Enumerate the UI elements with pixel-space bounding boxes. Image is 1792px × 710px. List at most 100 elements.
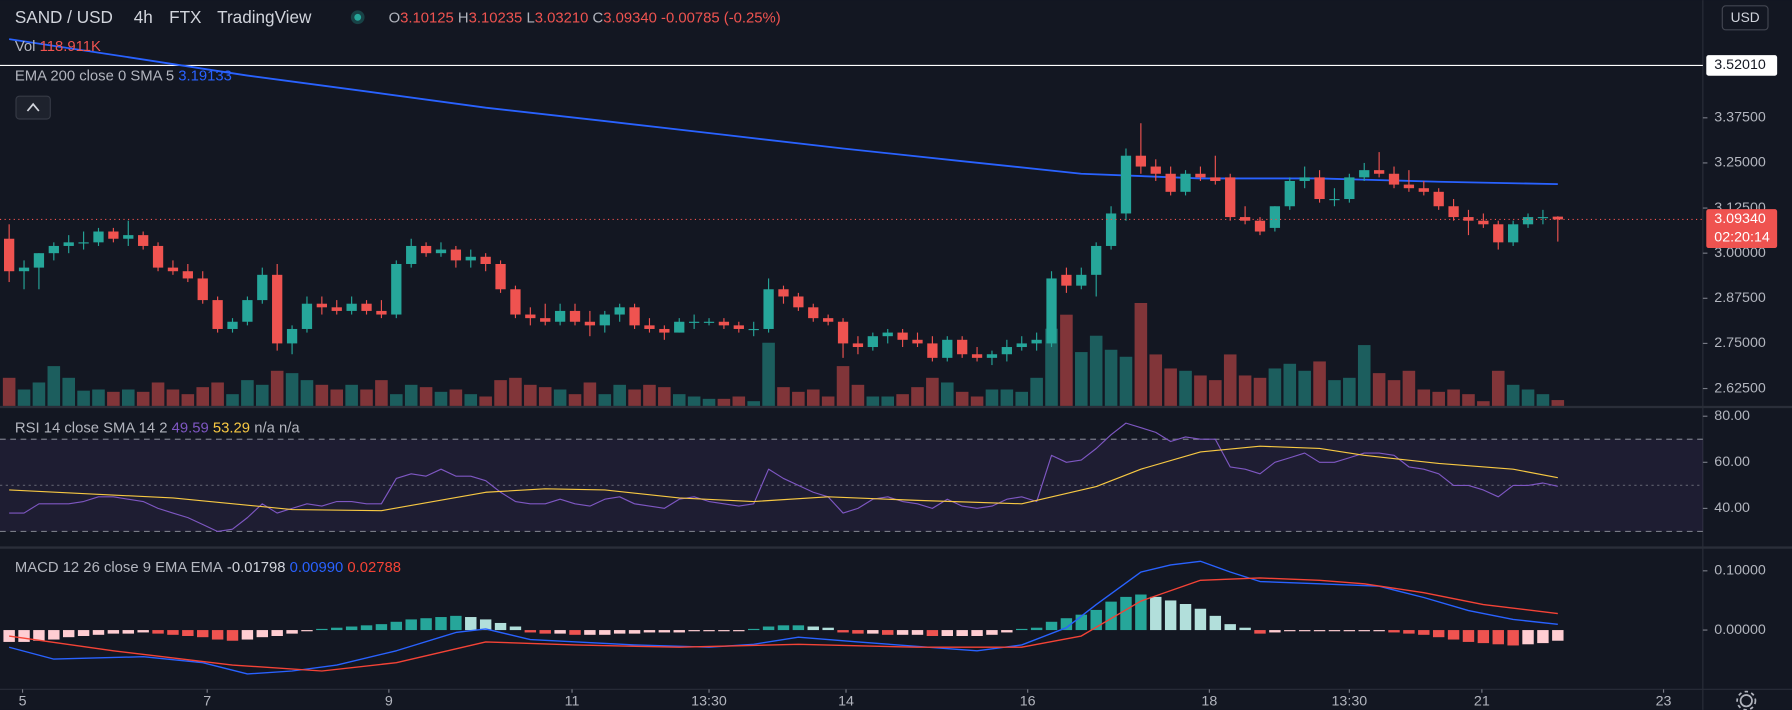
volume-bar: [1179, 370, 1192, 406]
y-tick-label: 40.00: [1714, 500, 1750, 516]
histogram-bar: [1060, 618, 1073, 631]
candle-body: [435, 249, 447, 254]
histogram-bar: [1150, 596, 1162, 631]
candle-body: [450, 249, 462, 261]
histogram-bar: [494, 622, 507, 631]
candle-body: [1269, 206, 1281, 228]
candle-body: [18, 267, 30, 272]
volume-bar: [375, 380, 388, 406]
candle-body: [793, 296, 804, 308]
volume-bar: [77, 390, 90, 406]
volume-bar: [449, 389, 463, 406]
currency-button[interactable]: USD: [1721, 5, 1769, 31]
volume-bar: [598, 394, 612, 406]
rsi-sma-value: 53.29: [213, 421, 250, 437]
histogram-bar: [450, 615, 462, 631]
ema-value: 3.19133: [178, 69, 232, 85]
volume-bar: [583, 382, 597, 406]
plot-area: 3.375003.250003.125003.000002.875002.750…: [0, 38, 1778, 710]
candle-body: [629, 307, 640, 326]
histogram-bar: [643, 630, 656, 633]
candle-body: [1076, 274, 1087, 286]
ohlc-key: L: [526, 10, 534, 26]
collapse-button[interactable]: [15, 95, 51, 120]
candle-body: [1388, 173, 1400, 185]
candle-body: [1091, 245, 1102, 275]
histogram-bar: [1075, 614, 1088, 631]
histogram-bar: [703, 630, 715, 632]
volume-bar: [315, 384, 329, 406]
candle-body: [1254, 220, 1266, 232]
candle-body: [257, 274, 268, 301]
histogram-bar: [479, 619, 492, 631]
histogram-bar: [360, 625, 373, 631]
countdown: 02:20:14: [1714, 230, 1770, 246]
volume-value: 118.911K: [40, 39, 101, 55]
candle-body: [718, 321, 730, 326]
histogram-bar: [1373, 630, 1385, 632]
volume-bar: [434, 391, 448, 406]
candle-body: [1001, 347, 1012, 355]
exchange: FTX: [169, 7, 202, 27]
histogram-bar: [1432, 630, 1445, 638]
candle-body: [1031, 339, 1042, 344]
volume-bar: [940, 382, 954, 406]
volume-bar: [1089, 335, 1103, 406]
histogram-bar: [1209, 615, 1222, 631]
candle-body: [778, 289, 789, 297]
histogram-bar: [1328, 630, 1341, 632]
volume-bar: [1060, 314, 1073, 406]
source: TradingView: [217, 7, 312, 27]
ohlc-value: 3.10125: [400, 10, 454, 26]
histogram-bar: [122, 630, 134, 634]
rsi-title: RSI 14 close SMA 14 2: [15, 421, 168, 437]
volume-bar: [509, 377, 522, 406]
volume-bar: [166, 389, 180, 406]
histogram-bar: [197, 630, 209, 638]
candle-body: [1448, 206, 1459, 218]
volume-bar: [226, 394, 239, 406]
x-tick-label: 7: [203, 694, 211, 710]
candle-body: [1195, 173, 1206, 178]
volume-bar: [1506, 384, 1520, 406]
candle-body: [1552, 216, 1563, 220]
histogram-bar: [1239, 627, 1251, 631]
candle-body: [1359, 170, 1370, 178]
histogram-bar: [345, 626, 358, 631]
candle-body: [227, 321, 238, 329]
volume-bar: [464, 394, 478, 406]
histogram-bar: [1164, 600, 1177, 631]
candle-body: [286, 328, 298, 344]
histogram-bar: [658, 630, 671, 633]
volume-bar: [1045, 328, 1058, 406]
volume-bar: [479, 396, 492, 406]
volume-bar: [702, 398, 716, 406]
volume-bar: [196, 387, 210, 406]
histogram-bar: [867, 630, 879, 634]
histogram-bar: [1447, 630, 1460, 640]
volume-bar: [1104, 349, 1118, 406]
candle-body: [1508, 224, 1519, 243]
volume-bar: [524, 384, 537, 406]
x-tick-label: 23: [1656, 694, 1672, 710]
histogram-bar: [77, 630, 90, 636]
volume-bar: [1134, 303, 1148, 406]
volume-bar: [390, 394, 403, 406]
histogram-bar: [1090, 609, 1102, 631]
candle-body: [1016, 343, 1027, 348]
candle-body: [1433, 191, 1444, 207]
candle-body: [733, 325, 744, 329]
histogram-bar: [1477, 630, 1490, 644]
volume-bar: [1238, 375, 1252, 406]
histogram-bar: [1105, 601, 1117, 631]
volume-bar: [911, 387, 924, 406]
candle-body: [837, 321, 849, 344]
macd-legend: MACD 12 26 close 9 EMA EMA -0.01798 0.00…: [15, 560, 401, 576]
candle-body: [1046, 278, 1057, 344]
candle-body: [1135, 155, 1147, 167]
histogram-bar: [465, 617, 477, 631]
candle-body: [971, 354, 983, 358]
volume-bar: [866, 396, 880, 406]
volume-bar: [1432, 391, 1445, 406]
